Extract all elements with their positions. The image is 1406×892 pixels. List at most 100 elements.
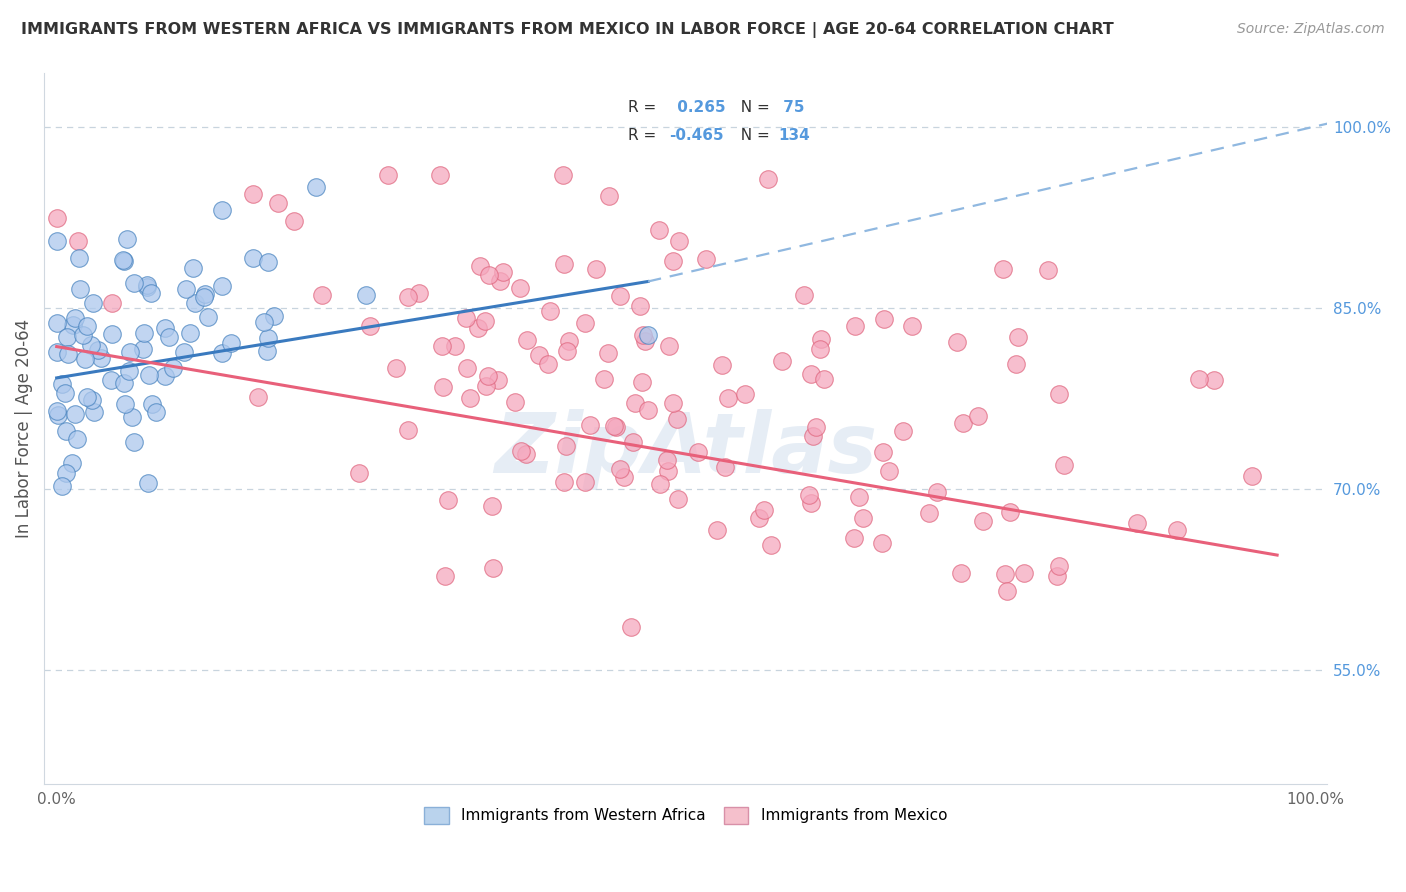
Point [46, 408, 69, 422]
Point [813, 372, 835, 386]
Point [82, 295, 104, 310]
Point [256, 344, 278, 359]
Point [311, 288, 333, 302]
Point [51, 376, 73, 391]
Point [489, 274, 512, 288]
Point [65, 407, 87, 421]
Point [713, 460, 735, 475]
Point [537, 357, 560, 371]
Point [972, 514, 994, 528]
Point [621, 434, 644, 449]
Point [668, 234, 690, 248]
Point [710, 358, 733, 372]
Point [637, 327, 659, 342]
Point [51, 479, 73, 493]
Point [620, 620, 643, 634]
Point [66, 234, 89, 248]
Point [596, 346, 619, 360]
Point [657, 464, 679, 478]
Text: R =: R = [628, 128, 661, 143]
Point [613, 470, 636, 484]
Point [377, 169, 399, 183]
Point [114, 396, 136, 410]
Point [555, 438, 578, 452]
Point [592, 372, 614, 386]
Point [555, 344, 578, 359]
Point [45, 211, 67, 225]
Point [603, 419, 626, 434]
Text: IMMIGRANTS FROM WESTERN AFRICA VS IMMIGRANTS FROM MEXICO IN LABOR FORCE | AGE 20: IMMIGRANTS FROM WESTERN AFRICA VS IMMIGR… [21, 22, 1114, 38]
Point [115, 232, 138, 246]
Point [45, 316, 67, 330]
Point [1047, 387, 1070, 401]
Point [900, 319, 922, 334]
Point [918, 506, 941, 520]
Point [527, 348, 550, 362]
Point [430, 339, 453, 353]
Point [852, 511, 875, 525]
Point [179, 326, 201, 340]
Point [950, 566, 973, 580]
Point [662, 254, 685, 268]
Point [810, 332, 832, 346]
Point [1125, 516, 1147, 531]
Point [966, 409, 988, 423]
Text: 134: 134 [778, 128, 810, 143]
Point [844, 318, 866, 333]
Point [801, 428, 824, 442]
Point [434, 569, 457, 583]
Point [76, 319, 98, 334]
Point [842, 531, 865, 545]
Point [62, 318, 84, 332]
Point [83, 405, 105, 419]
Point [72, 327, 94, 342]
Point [135, 277, 157, 292]
Point [623, 396, 645, 410]
Point [799, 488, 821, 502]
Point [800, 496, 823, 510]
Point [661, 396, 683, 410]
Point [436, 493, 458, 508]
Point [647, 223, 669, 237]
Point [458, 391, 481, 405]
Point [734, 387, 756, 401]
Text: ZipAtlas: ZipAtlas [495, 409, 877, 491]
Text: N =: N = [731, 100, 775, 114]
Point [398, 289, 420, 303]
Point [1007, 330, 1029, 344]
Point [808, 342, 831, 356]
Point [162, 361, 184, 376]
Point [648, 477, 671, 491]
Point [946, 334, 969, 349]
Point [121, 409, 143, 424]
Text: N =: N = [731, 128, 775, 143]
Point [628, 299, 651, 313]
Text: -0.465: -0.465 [669, 128, 724, 143]
Text: 0.265: 0.265 [672, 100, 725, 114]
Point [1052, 458, 1074, 473]
Point [1240, 469, 1263, 483]
Point [477, 268, 499, 283]
Point [174, 281, 197, 295]
Point [136, 280, 159, 294]
Point [100, 296, 122, 310]
Point [706, 524, 728, 538]
Point [118, 364, 141, 378]
Point [688, 445, 710, 459]
Point [263, 310, 285, 324]
Point [256, 331, 278, 345]
Point [122, 276, 145, 290]
Point [55, 424, 77, 438]
Point [90, 351, 112, 365]
Point [877, 464, 900, 478]
Point [870, 536, 893, 550]
Point [467, 320, 489, 334]
Point [69, 282, 91, 296]
Point [55, 466, 77, 480]
Point [994, 567, 1017, 582]
Point [347, 466, 370, 480]
Point [666, 412, 689, 426]
Point [657, 453, 679, 467]
Point [124, 435, 146, 450]
Text: Source: ZipAtlas.com: Source: ZipAtlas.com [1237, 22, 1385, 37]
